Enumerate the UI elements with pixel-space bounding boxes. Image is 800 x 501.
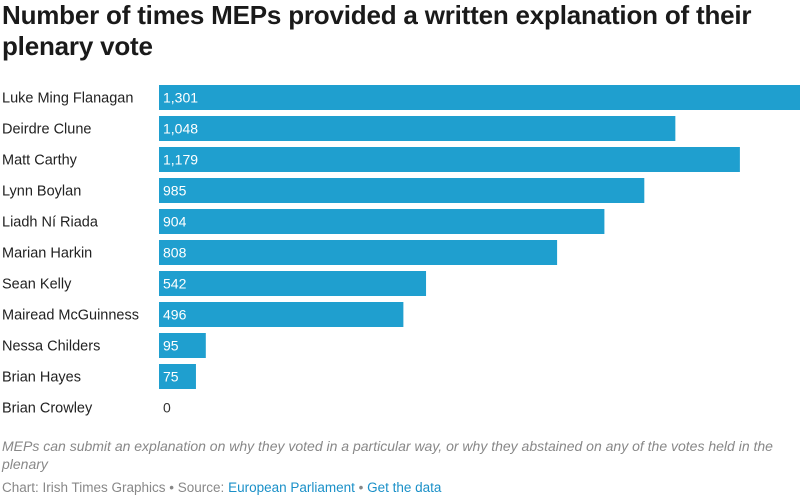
category-label: Liadh Ní Riada [2, 215, 99, 231]
category-label: Nessa Childers [2, 339, 100, 355]
category-label: Sean Kelly [2, 277, 72, 293]
bar [159, 364, 196, 389]
value-label: 496 [163, 307, 187, 323]
value-label: 985 [163, 183, 187, 199]
chart-footer: Chart: Irish Times Graphics • Source: Eu… [2, 480, 441, 495]
category-label: Brian Crowley [2, 401, 93, 417]
credit-text: Chart: Irish Times Graphics [2, 480, 166, 495]
chart-title: Number of times MEPs provided a written … [2, 0, 752, 61]
value-label: 0 [163, 400, 171, 416]
bar [159, 302, 404, 327]
category-label: Brian Hayes [2, 370, 81, 386]
value-label: 75 [163, 369, 179, 385]
category-label: Matt Carthy [2, 153, 78, 169]
bar [159, 178, 645, 203]
value-label: 542 [163, 276, 187, 292]
category-label: Lynn Boylan [2, 184, 81, 200]
bar [159, 333, 206, 358]
value-label: 808 [163, 245, 187, 261]
bar [159, 209, 605, 234]
category-label: Mairead McGuinness [2, 308, 139, 324]
category-label: Luke Ming Flanagan [2, 91, 133, 107]
bar [159, 240, 558, 265]
value-label: 95 [163, 338, 179, 354]
bar [159, 147, 740, 172]
value-label: 1,301 [163, 90, 198, 106]
get-data-link[interactable]: Get the data [367, 480, 442, 495]
bar [159, 85, 800, 110]
bar-chart: Luke Ming Flanagan 1,301 Deirdre Clune 1,04… [2, 85, 800, 417]
source-prefix: • Source: [165, 480, 229, 495]
bar [159, 271, 427, 296]
value-label: 904 [163, 214, 187, 230]
chart-note: MEPs can submit an explanation on why th… [2, 438, 773, 472]
source-link[interactable]: European Parliament [228, 480, 355, 495]
value-label: 1,048 [163, 121, 198, 137]
bar [159, 116, 676, 141]
footer-separator: • [354, 480, 368, 495]
value-label: 1,179 [163, 152, 198, 168]
category-label: Deirdre Clune [2, 122, 91, 138]
category-label: Marian Harkin [2, 246, 92, 262]
